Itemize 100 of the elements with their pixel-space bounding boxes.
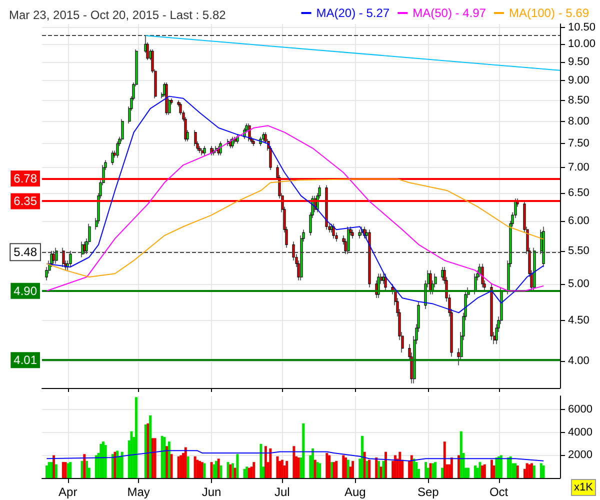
bar bbox=[458, 455, 460, 478]
bar bbox=[292, 446, 296, 478]
bar bbox=[542, 465, 545, 478]
candlestick bbox=[69, 250, 72, 268]
candlestick bbox=[203, 146, 206, 156]
bar bbox=[52, 455, 56, 478]
bar bbox=[481, 465, 484, 478]
bar bbox=[276, 456, 279, 478]
bar bbox=[432, 463, 434, 478]
bar bbox=[498, 456, 500, 478]
y-tick-label: 6.00 bbox=[568, 214, 590, 227]
ref-line-label: 6.35 bbox=[14, 194, 38, 208]
bar bbox=[478, 462, 482, 478]
bar bbox=[360, 436, 364, 478]
bar bbox=[102, 442, 104, 478]
candlestick bbox=[384, 273, 387, 292]
candlestick bbox=[165, 82, 168, 116]
y-tick-label: 6000 bbox=[568, 404, 592, 416]
bar bbox=[382, 460, 385, 478]
bar bbox=[163, 437, 166, 478]
bar bbox=[540, 463, 542, 478]
bar bbox=[278, 460, 282, 478]
bar bbox=[532, 465, 536, 478]
y-tick-label: 4000 bbox=[568, 426, 592, 438]
bar bbox=[483, 464, 486, 478]
bar bbox=[280, 460, 284, 478]
candlestick bbox=[194, 130, 197, 146]
x-tick-label: Aug bbox=[344, 485, 366, 499]
bar bbox=[443, 442, 446, 478]
bar bbox=[377, 460, 380, 478]
bar bbox=[186, 456, 190, 478]
x-tick-label: Apr bbox=[58, 485, 78, 499]
bar bbox=[114, 452, 116, 478]
bar bbox=[316, 462, 319, 478]
bar bbox=[495, 458, 498, 478]
candlestick bbox=[429, 270, 432, 295]
bar bbox=[151, 438, 154, 478]
x-tick-label: Jul bbox=[274, 485, 290, 499]
legend-label: MA(100) - 5.69 bbox=[508, 6, 590, 20]
bar bbox=[134, 397, 138, 478]
y-tick-label: 7.00 bbox=[568, 162, 590, 174]
bar bbox=[530, 463, 533, 478]
candlestick bbox=[542, 226, 545, 268]
candlestick bbox=[111, 150, 114, 166]
y-tick-label: 4.50 bbox=[568, 314, 590, 326]
bar bbox=[466, 468, 470, 478]
candlestick bbox=[368, 229, 371, 288]
bar bbox=[344, 458, 347, 478]
y-tick-label: 4.00 bbox=[568, 355, 590, 368]
bar bbox=[146, 423, 150, 478]
ref-line-label: 6.78 bbox=[14, 172, 38, 186]
bar bbox=[100, 444, 102, 478]
bar bbox=[326, 452, 328, 478]
bar bbox=[50, 462, 53, 478]
bar bbox=[66, 463, 70, 478]
line-series bbox=[46, 96, 544, 314]
candlestick bbox=[441, 266, 444, 281]
bar bbox=[450, 458, 453, 478]
candlestick bbox=[81, 241, 84, 258]
bar bbox=[243, 468, 246, 478]
line-series bbox=[46, 178, 544, 278]
bar bbox=[302, 423, 305, 478]
bar bbox=[490, 460, 493, 478]
bar bbox=[168, 442, 170, 478]
candlestick bbox=[262, 132, 265, 142]
y-tick-label: 6.50 bbox=[568, 187, 590, 200]
bar bbox=[474, 465, 476, 478]
bar bbox=[260, 444, 262, 478]
bar bbox=[130, 431, 133, 478]
bar bbox=[166, 446, 168, 478]
candlestick bbox=[116, 141, 119, 158]
candlestick bbox=[210, 146, 213, 156]
bar bbox=[410, 455, 413, 478]
bar bbox=[214, 460, 218, 478]
ref-line-label: 4.01 bbox=[14, 353, 38, 368]
bar bbox=[236, 454, 239, 478]
bar bbox=[335, 460, 338, 478]
y-tick-label: 5.00 bbox=[568, 278, 590, 290]
x-tick-label: Jun bbox=[202, 485, 222, 499]
line-series bbox=[46, 125, 544, 292]
chart-title: Mar 23, 2015 - Oct 20, 2015 - Last : 5.82 bbox=[9, 8, 226, 22]
bar bbox=[332, 462, 336, 478]
candlestick bbox=[83, 241, 86, 254]
candlestick bbox=[201, 148, 204, 156]
bar bbox=[384, 452, 388, 478]
bar bbox=[528, 464, 531, 478]
bar bbox=[441, 468, 444, 478]
bar bbox=[85, 460, 88, 478]
bar bbox=[252, 462, 256, 478]
bar bbox=[54, 464, 58, 478]
y-tick-label: 9.50 bbox=[568, 56, 590, 68]
bar bbox=[62, 462, 64, 478]
bar bbox=[120, 452, 124, 478]
candlestick bbox=[533, 247, 536, 292]
bar bbox=[415, 462, 418, 478]
bar bbox=[375, 458, 378, 478]
bar bbox=[434, 462, 436, 478]
line-series bbox=[46, 450, 544, 462]
bar bbox=[220, 465, 222, 478]
bar bbox=[69, 462, 72, 478]
